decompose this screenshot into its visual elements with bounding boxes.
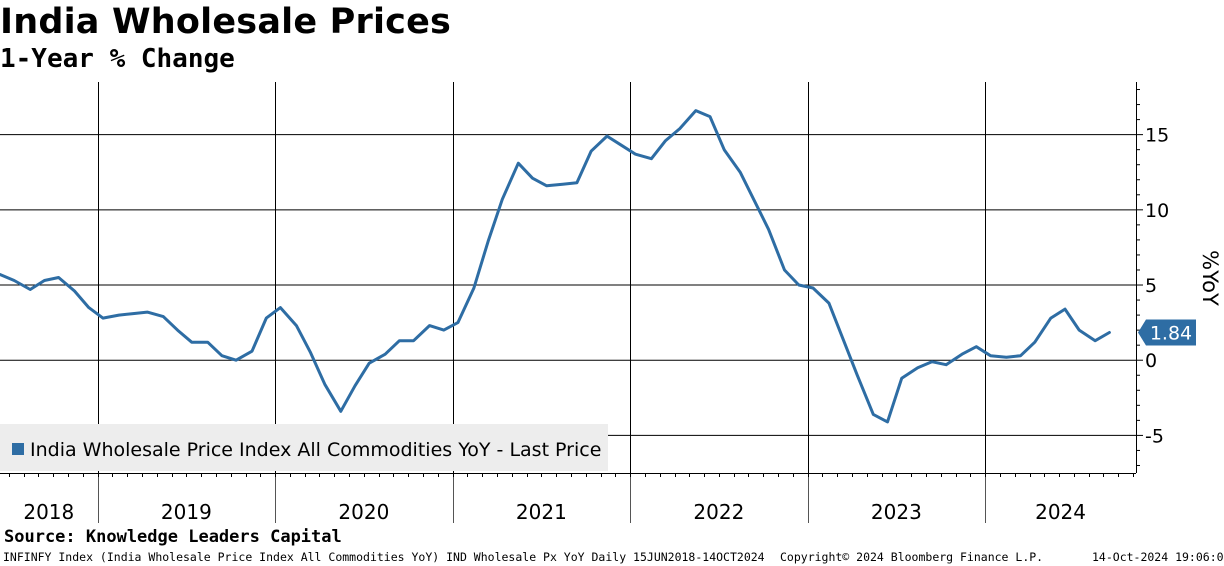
year-label-2021: 2021 [516,500,567,524]
source-note: Source: Knowledge Leaders Capital [4,527,342,547]
footer-timestamp: 14-Oct-2024 19:06:06 [1092,550,1224,564]
series-line [0,109,1111,424]
ytick-label: 10 [1145,200,1169,222]
footer-copyright: Copyright© 2024 Bloomberg Finance L.P. [780,550,1044,564]
chart-subtitle: 1-Year % Change [0,44,235,74]
last-value-badge [1138,319,1196,346]
year-label-2024: 2024 [1035,500,1086,524]
year-label-2023: 2023 [871,500,922,524]
year-label-2020: 2020 [338,500,389,524]
year-label-2018: 2018 [23,500,74,524]
legend-swatch [12,443,24,455]
last-value-label: 1.84 [1150,323,1192,345]
ytick-label: -5 [1145,425,1164,447]
y-axis-title: %YoY [1198,250,1222,306]
year-label-2019: 2019 [161,500,212,524]
legend-box [0,424,608,471]
ytick-label: 15 [1145,125,1169,147]
ytick-label: 0 [1145,350,1157,372]
year-label-2022: 2022 [693,500,744,524]
footer-description: INFINFY Index (India Wholesale Price Ind… [3,550,765,564]
ytick-label: 5 [1145,275,1157,297]
legend-label: India Wholesale Price Index All Commodit… [30,439,601,461]
chart-title: India Wholesale Prices [0,2,452,42]
